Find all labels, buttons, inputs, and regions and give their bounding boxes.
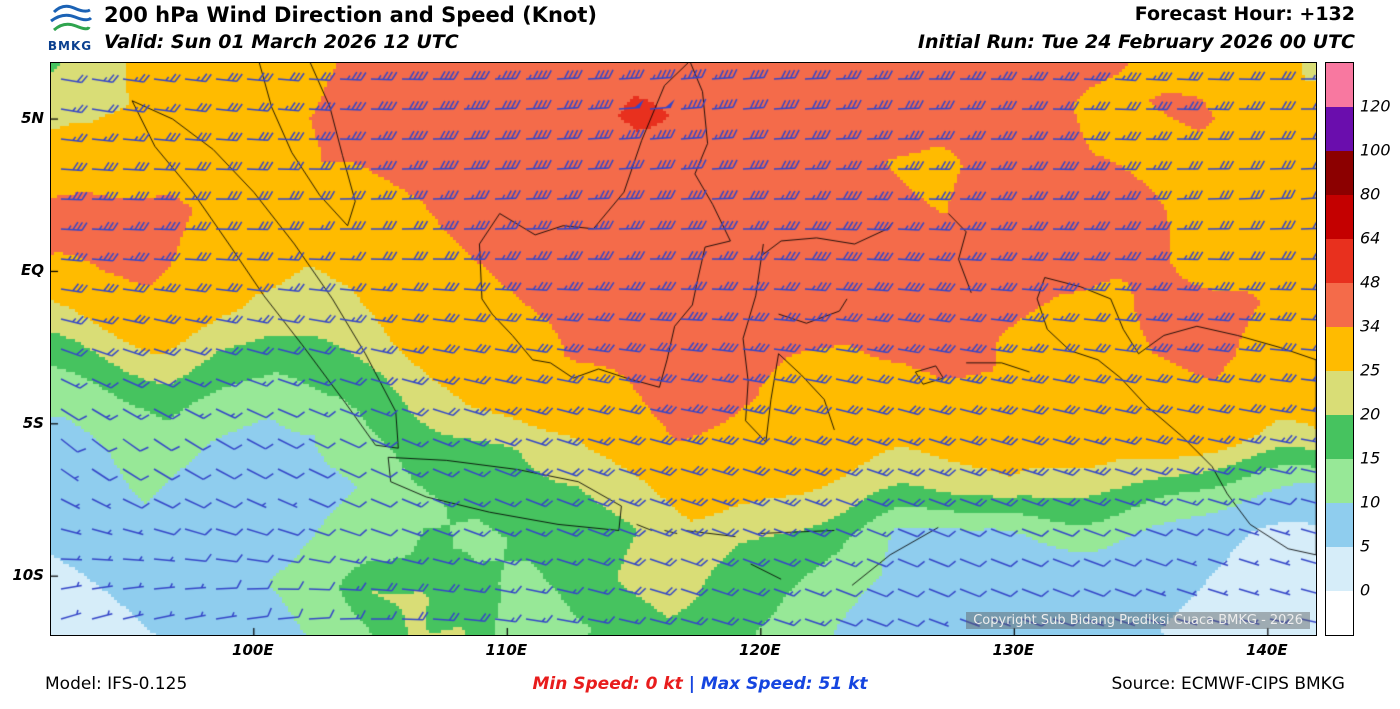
source-label: Source: ECMWF-CIPS BMKG — [1111, 674, 1345, 694]
lon-axis-label-140e: 140E — [1246, 641, 1288, 659]
minmax-speed: Min Speed: 0 kt | Max Speed: 51 kt — [532, 674, 867, 694]
legend-color-segment — [1326, 107, 1353, 151]
lat-axis-label-10s: 10S — [12, 566, 44, 585]
legend-color-segment — [1326, 151, 1353, 195]
legend-color-segment — [1326, 283, 1353, 327]
legend-label-34: 34 — [1360, 316, 1381, 336]
legend-label-120: 120 — [1360, 96, 1391, 116]
legend-label-100: 100 — [1360, 140, 1391, 160]
legend-label-48: 48 — [1360, 272, 1381, 292]
lat-axis-label-eq: EQ — [21, 261, 44, 280]
legend-color-segment — [1326, 503, 1353, 547]
legend-label-25: 25 — [1360, 360, 1381, 380]
lat-axis-label-5n: 5N — [21, 109, 44, 128]
map-frame: Copyright Sub Bidang Prediksi Cuaca BMKG… — [50, 62, 1317, 636]
lon-axis-label-130e: 130E — [992, 641, 1035, 659]
legend-color-segment — [1326, 415, 1353, 459]
legend-label-10: 10 — [1360, 492, 1381, 512]
legend-color-segment — [1326, 591, 1353, 635]
legend-label-15: 15 — [1360, 448, 1381, 468]
legend-color-segment — [1326, 459, 1353, 503]
legend-label-5: 5 — [1360, 536, 1371, 556]
copyright-note: Copyright Sub Bidang Prediksi Cuaca BMKG… — [966, 612, 1310, 629]
lon-axis-label-120e: 120E — [739, 641, 781, 659]
model-label: Model: IFS-0.125 — [45, 674, 188, 694]
legend-label-64: 64 — [1360, 228, 1381, 248]
valid-datetime: Valid: Sun 01 March 2026 12 UTC — [104, 31, 459, 53]
legend-color-segment — [1326, 371, 1353, 415]
bmkg-logo-icon — [50, 4, 93, 32]
legend-label-20: 20 — [1360, 404, 1381, 424]
legend-color-segment — [1326, 195, 1353, 239]
legend-label-0: 0 — [1360, 580, 1371, 600]
bmkg-logo-text: BMKG — [47, 39, 93, 53]
legend-color-segment — [1326, 239, 1353, 283]
lon-axis-label-100e: 100E — [232, 641, 274, 659]
lon-axis-label-110e: 110E — [485, 641, 528, 659]
wind-map-canvas — [51, 63, 1316, 635]
min-speed-text: Min Speed: 0 kt — [532, 674, 683, 694]
legend-label-80: 80 — [1360, 184, 1381, 204]
initial-run: Initial Run: Tue 24 February 2026 00 UTC — [917, 31, 1355, 53]
page-title: 200 hPa Wind Direction and Speed (Knot) — [104, 3, 597, 27]
forecast-hour: Forecast Hour: +132 — [1134, 3, 1355, 25]
legend-color-segment — [1326, 327, 1353, 371]
max-speed-text: Max Speed: 51 kt — [700, 674, 868, 694]
wind-speed-legend — [1325, 62, 1354, 636]
legend-color-segment — [1326, 63, 1353, 107]
bmkg-logo: BMKG — [42, 2, 98, 58]
legend-color-segment — [1326, 547, 1353, 591]
minmax-separator: | — [688, 674, 695, 694]
lat-axis-label-5s: 5S — [22, 413, 44, 432]
